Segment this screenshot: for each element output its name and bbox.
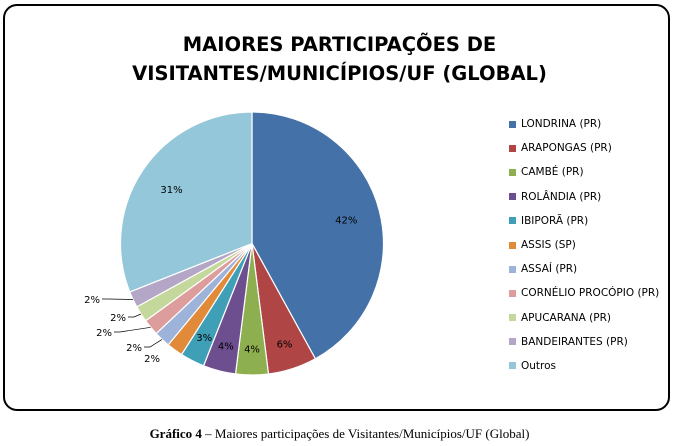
legend-item-ibipora-pr: IBIPORÃ (PR) (509, 209, 659, 233)
pie-leader-bandeirantes-pr (102, 298, 134, 300)
pie-label-rolandia-pr: 4% (218, 341, 234, 352)
legend-label: ROLÂNDIA (PR) (521, 190, 602, 203)
pie-slice-londrina-pr (251, 111, 385, 360)
legend-swatch (509, 314, 516, 322)
legend-item-assai-pr: ASSAÍ (PR) (509, 257, 659, 281)
legend-label: BANDEIRANTES (PR) (521, 335, 628, 348)
pie-label-assis-sp: 2% (144, 354, 160, 365)
legend-swatch (509, 168, 516, 176)
legend-item-rolandia-pr: ROLÂNDIA (PR) (509, 185, 659, 209)
legend-swatch (509, 265, 516, 273)
legend-item-londrina-pr: LONDRINA (PR) (509, 112, 659, 136)
chart-title-line-1: MAIORES PARTICIPAÇÕES DE (182, 33, 497, 56)
pie-leader-apucarana-pr (128, 313, 142, 318)
legend-item-outros: Outros (509, 354, 659, 378)
legend-label: ASSIS (SP) (521, 239, 576, 252)
legend-label: Outros (521, 359, 557, 372)
figure-caption: Gráfico 4 – Maiores participações de Vis… (0, 426, 679, 442)
figure-caption-number: Gráfico 4 (149, 426, 202, 441)
legend-swatch (509, 362, 516, 370)
legend-label: CAMBÉ (PR) (521, 166, 584, 179)
legend-swatch (509, 338, 516, 346)
legend-item-apucarana-pr: APUCARANA (PR) (509, 306, 659, 330)
legend-swatch (509, 217, 516, 225)
legend-swatch (509, 289, 516, 297)
chart-legend: LONDRINA (PR) ARAPONGAS (PR) CAMBÉ (PR) ROL… (509, 112, 659, 378)
legend-item-bandeirantes-pr: BANDEIRANTES (PR) (509, 330, 659, 354)
legend-swatch (509, 241, 516, 249)
pie-label-apucarana-pr: 2% (110, 313, 126, 324)
pie-leader-cornelio-procopio-pr (114, 326, 151, 333)
legend-label: APUCARANA (PR) (521, 311, 611, 324)
legend-item-cornelio-procopio-pr: CORNÉLIO PROCÓPIO (PR) (509, 281, 659, 305)
legend-item-arapongas-pr: ARAPONGAS (PR) (509, 136, 659, 160)
pie-slice-outros (119, 111, 253, 293)
legend-label: CORNÉLIO PROCÓPIO (PR) (521, 287, 660, 300)
legend-item-cambe-pr: CAMBÉ (PR) (509, 160, 659, 184)
chart-title-line-2: VISITANTES/MUNICÍPIOS/UF (GLOBAL) (132, 62, 547, 85)
legend-swatch (509, 120, 516, 128)
legend-label: IBIPORÃ (PR) (521, 214, 589, 227)
pie-leader-assai-pr (144, 339, 163, 348)
legend-label: ARAPONGAS (PR) (521, 142, 612, 155)
pie-label-assai-pr: 2% (126, 343, 142, 354)
pie-label-londrina-pr: 42% (335, 215, 357, 226)
pie-label-outros: 31% (160, 185, 182, 196)
pie-label-cornelio-procopio-pr: 2% (96, 328, 112, 339)
pie-label-bandeirantes-pr: 2% (84, 295, 100, 306)
legend-swatch (509, 193, 516, 201)
pie-label-cambe-pr: 4% (244, 345, 260, 356)
legend-item-assis-sp: ASSIS (SP) (509, 233, 659, 257)
pie-label-arapongas-pr: 6% (277, 340, 293, 351)
legend-swatch (509, 144, 516, 152)
legend-label: ASSAÍ (PR) (521, 263, 578, 276)
pie-label-ibipora-pr: 3% (196, 333, 212, 344)
chart-title: MAIORES PARTICIPAÇÕES DE VISITANTES/MUNI… (0, 30, 679, 88)
legend-label: LONDRINA (PR) (521, 118, 602, 131)
figure-caption-text: – Maiores participações de Visitantes/Mu… (201, 426, 530, 441)
